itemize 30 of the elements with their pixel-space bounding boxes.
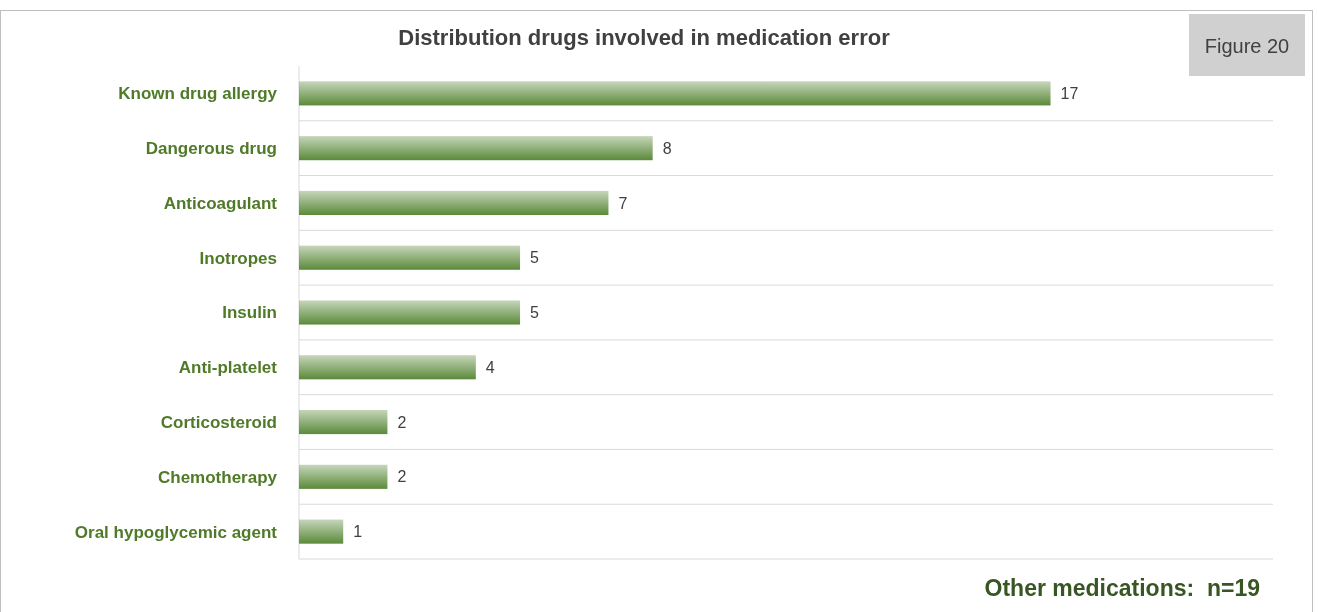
data-label: 1 xyxy=(353,523,363,541)
chart-title: Distribution drugs involved in medication error xyxy=(398,25,891,50)
text: Other medications: n=19 xyxy=(984,575,1260,601)
bar xyxy=(299,355,476,380)
data-label: 17 xyxy=(1060,84,1079,102)
y-tick-label: Chemotherapy xyxy=(157,467,278,487)
data-label: 5 xyxy=(530,249,540,267)
caption: Figure 20 xyxy=(1204,35,1290,57)
y-tick-label: Known drug allergy xyxy=(118,84,278,104)
y-tick-label: Inotropes xyxy=(199,248,277,268)
data-label: 2 xyxy=(397,468,407,486)
y-tick-label: Oral hypoglycemic agent xyxy=(74,522,278,542)
y-tick-label: Dangerous drug xyxy=(145,139,277,159)
bar xyxy=(299,245,521,270)
y-tick-label: Anticoagulant xyxy=(163,193,278,213)
bar xyxy=(299,519,344,544)
data-label: 4 xyxy=(485,358,495,376)
data-label: 5 xyxy=(530,304,540,322)
y-tick-label: Corticosteroid xyxy=(160,413,277,433)
data-label: 7 xyxy=(618,194,628,212)
bar xyxy=(299,81,1051,106)
bar xyxy=(299,190,609,215)
data-label: 8 xyxy=(662,139,672,157)
data-label: 2 xyxy=(397,413,407,431)
y-tick-label: Anti-platelet xyxy=(178,358,278,378)
y-tick-label: Insulin xyxy=(222,303,277,323)
bar xyxy=(299,410,388,435)
bar xyxy=(299,300,521,325)
bar xyxy=(299,464,388,489)
bar xyxy=(299,136,653,161)
